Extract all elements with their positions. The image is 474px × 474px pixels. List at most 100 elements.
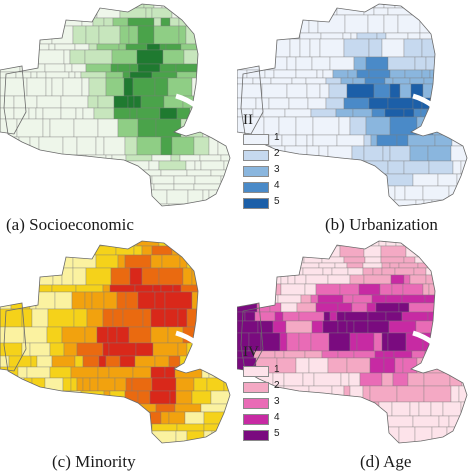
census-tract	[71, 291, 86, 310]
legend-swatch	[243, 414, 269, 425]
census-tract	[47, 308, 75, 328]
census-tract	[137, 390, 151, 405]
census-tract	[203, 411, 230, 425]
region-boundary	[3, 240, 231, 444]
census-tract	[0, 136, 9, 156]
census-tract	[461, 245, 467, 258]
census-tract	[385, 32, 409, 40]
census-tract	[35, 254, 63, 269]
census-tract	[356, 32, 378, 40]
census-tract	[415, 199, 425, 206]
census-tract	[55, 241, 69, 247]
census-tract	[141, 245, 153, 256]
census-tract	[0, 25, 16, 45]
census-tract	[103, 291, 118, 310]
census-tract	[313, 4, 341, 9]
census-tract	[381, 267, 396, 276]
census-tract	[274, 311, 284, 322]
census-tract	[374, 350, 385, 359]
census-tract	[276, 262, 295, 269]
census-tract	[346, 262, 364, 269]
census-tract	[220, 183, 230, 191]
census-tract	[261, 83, 288, 99]
census-tract	[456, 173, 467, 187]
census-tract	[385, 415, 414, 428]
census-tract	[339, 245, 365, 258]
census-tract	[85, 63, 112, 73]
census-tract	[73, 175, 84, 185]
census-tract	[67, 411, 93, 425]
census-tract	[171, 7, 199, 19]
census-tract	[112, 423, 128, 432]
census-tract	[29, 403, 48, 413]
census-tract	[95, 254, 119, 269]
census-tract	[64, 403, 72, 413]
census-tract	[178, 203, 206, 206]
census-tract	[276, 199, 300, 206]
census-tract	[136, 183, 145, 191]
census-tract	[316, 241, 334, 247]
census-tract	[117, 169, 144, 177]
census-tract	[128, 326, 152, 344]
census-tract	[450, 7, 465, 16]
census-tract	[331, 267, 349, 276]
census-tract	[203, 423, 229, 432]
legend-swatch	[243, 198, 269, 209]
census-tract	[70, 403, 93, 413]
census-tract	[394, 185, 406, 201]
census-tract	[0, 411, 14, 425]
census-tract	[0, 7, 26, 19]
census-tract	[277, 294, 302, 304]
census-tract	[63, 49, 71, 65]
census-tract	[342, 32, 352, 40]
census-tract	[18, 183, 40, 191]
census-tract	[105, 71, 124, 79]
census-tract	[105, 77, 125, 97]
census-tract	[337, 320, 348, 334]
census-tract	[387, 160, 405, 175]
census-tract	[174, 403, 202, 413]
census-tract	[64, 63, 73, 73]
census-tract	[86, 169, 107, 177]
census-tract	[105, 189, 116, 205]
census-tract	[288, 97, 309, 110]
map-panel-minority: (c) Minority	[0, 237, 237, 474]
census-tract	[457, 283, 467, 296]
census-tract	[258, 14, 267, 34]
census-tract	[153, 17, 162, 27]
census-tract	[12, 446, 38, 462]
census-tract	[148, 430, 177, 443]
census-tract	[237, 245, 252, 258]
legend-label: 5	[274, 428, 280, 439]
census-tract	[38, 183, 63, 191]
census-tract	[0, 175, 8, 185]
census-tract	[42, 118, 51, 138]
caption-minority: (c) Minority	[52, 452, 136, 471]
census-tract	[36, 95, 62, 109]
census-tract	[88, 77, 107, 97]
census-tract	[159, 43, 167, 51]
census-tract	[62, 377, 72, 392]
census-tract	[8, 355, 32, 368]
census-tract	[402, 283, 424, 296]
census-tract	[12, 390, 25, 405]
census-tract	[142, 308, 152, 328]
census-tract	[122, 308, 144, 328]
census-tract	[31, 169, 52, 177]
census-tract	[61, 4, 73, 9]
census-tract	[17, 366, 28, 379]
census-tract	[125, 154, 153, 162]
census-tract	[254, 7, 276, 16]
census-tract	[362, 262, 383, 269]
census-tract	[65, 169, 74, 177]
census-tract	[199, 291, 220, 310]
census-tract	[153, 25, 180, 45]
census-tract	[352, 415, 363, 428]
census-tract	[46, 403, 56, 413]
census-tract	[0, 189, 10, 205]
census-tract	[18, 136, 31, 156]
census-tract	[298, 199, 307, 206]
census-tract	[373, 332, 383, 352]
census-tract	[440, 320, 457, 334]
census-tract	[403, 108, 415, 118]
